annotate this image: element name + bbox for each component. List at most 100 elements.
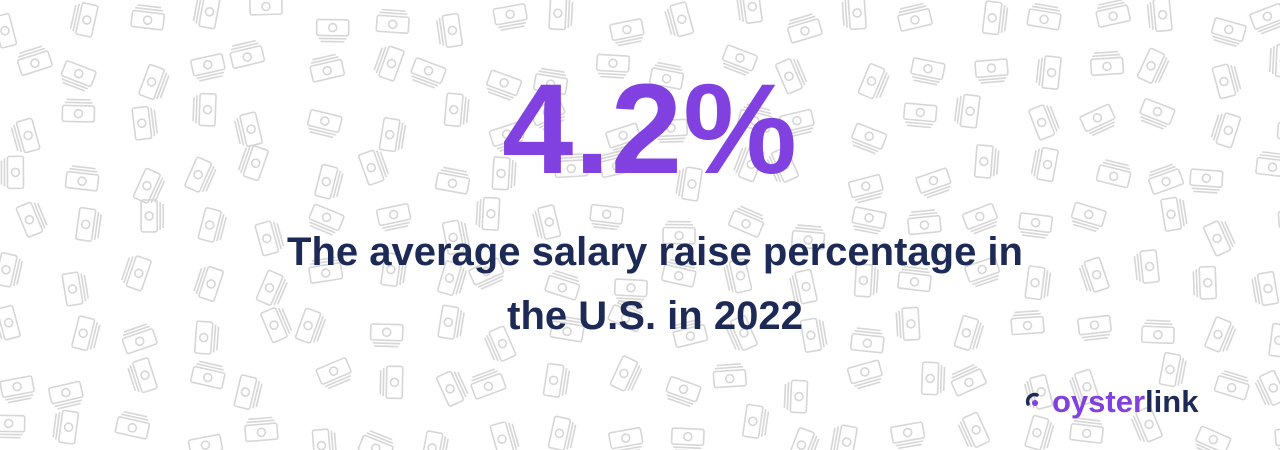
money-icon xyxy=(492,3,528,31)
money-icon xyxy=(961,202,998,235)
money-icon xyxy=(358,149,390,186)
money-icon xyxy=(488,121,525,152)
money-icon xyxy=(1024,414,1055,450)
money-icon xyxy=(1026,2,1062,31)
money-icon xyxy=(974,58,1009,84)
money-icon xyxy=(0,414,26,439)
logo-icon xyxy=(1025,392,1039,406)
money-icon xyxy=(549,314,585,343)
money-icon xyxy=(857,63,890,100)
logo-text: oyster xyxy=(1052,384,1146,419)
money-icon xyxy=(1213,370,1250,401)
money-icon xyxy=(1139,98,1176,130)
money-icon xyxy=(48,380,84,410)
money-icon xyxy=(1078,256,1110,293)
money-icon xyxy=(608,426,644,450)
money-icon xyxy=(897,2,933,32)
money-icon xyxy=(1148,163,1185,195)
money-icon xyxy=(783,379,809,414)
money-icon xyxy=(260,307,293,344)
money-icon xyxy=(799,317,828,353)
money-icon xyxy=(589,203,625,231)
money-icon xyxy=(953,314,985,351)
money-icon xyxy=(1249,2,1280,35)
money-icon xyxy=(435,12,464,48)
money-icon xyxy=(1203,220,1236,257)
money-icon xyxy=(190,53,226,82)
money-icon xyxy=(851,122,888,155)
money-icon xyxy=(184,156,217,193)
money-icon xyxy=(1095,0,1131,28)
money-icon xyxy=(379,365,404,400)
money-icon xyxy=(248,0,283,16)
money-icon xyxy=(1140,319,1175,345)
money-icon xyxy=(664,1,695,38)
money-icon xyxy=(140,199,164,233)
money-icon xyxy=(1024,265,1052,301)
money-icon xyxy=(1210,17,1247,48)
money-icon xyxy=(920,361,946,396)
money-icon xyxy=(1146,0,1173,33)
money-icon xyxy=(609,355,643,392)
money-icon xyxy=(721,44,758,77)
money-icon xyxy=(735,0,763,25)
money-icon xyxy=(847,174,884,204)
money-icon xyxy=(1268,43,1280,78)
money-icon xyxy=(10,117,41,154)
money-icon xyxy=(1160,196,1188,232)
money-icon xyxy=(130,4,166,31)
money-icon xyxy=(0,252,24,288)
money-icon xyxy=(953,93,981,129)
money-icon xyxy=(61,98,96,123)
money-icon xyxy=(127,357,158,394)
money-icon xyxy=(1158,351,1187,388)
money-icon xyxy=(132,167,166,204)
money-icon xyxy=(907,209,942,236)
money-icon xyxy=(609,18,645,47)
money-icon xyxy=(742,403,770,439)
money-icon xyxy=(1210,112,1242,149)
money-icon xyxy=(950,363,987,397)
money-icon xyxy=(1211,63,1242,100)
money-icon xyxy=(1070,201,1107,233)
money-icon xyxy=(529,97,566,131)
money-icon xyxy=(410,57,447,89)
money-icon xyxy=(491,156,517,191)
money-icon xyxy=(435,370,469,407)
money-icon xyxy=(420,430,449,450)
money-icon xyxy=(436,260,468,296)
logo-text: link xyxy=(1145,384,1199,419)
money-icon xyxy=(1251,270,1280,307)
money-icon xyxy=(661,258,697,288)
money-icon xyxy=(665,376,702,408)
money-icon xyxy=(775,58,808,95)
money-icon xyxy=(654,118,689,144)
money-icon xyxy=(64,165,100,192)
money-icon xyxy=(315,357,352,390)
money-icon xyxy=(841,0,867,31)
money-icon xyxy=(662,220,696,245)
money-icon xyxy=(244,416,279,443)
money-icon xyxy=(779,108,815,138)
money-icon xyxy=(0,375,35,404)
money-icon xyxy=(542,362,571,398)
money-icon xyxy=(484,325,517,362)
money-icon xyxy=(311,428,338,450)
caption: The average salary raise percentage in t… xyxy=(0,220,1280,348)
money-icon xyxy=(675,166,703,202)
money-icon xyxy=(599,149,635,179)
money-icon xyxy=(1136,47,1170,84)
money-icon xyxy=(846,359,883,390)
money-icon xyxy=(1089,50,1125,77)
money-icon xyxy=(187,433,224,450)
money-icon xyxy=(0,12,18,49)
money-icon xyxy=(736,103,773,133)
money-icon xyxy=(192,92,217,127)
money-icon xyxy=(533,67,569,96)
logo: oyster link xyxy=(1024,384,1198,420)
money-icon xyxy=(16,45,53,76)
money-icon xyxy=(723,257,753,294)
money-icon xyxy=(607,299,644,333)
money-icon xyxy=(375,8,410,35)
money-icon xyxy=(973,144,1000,179)
